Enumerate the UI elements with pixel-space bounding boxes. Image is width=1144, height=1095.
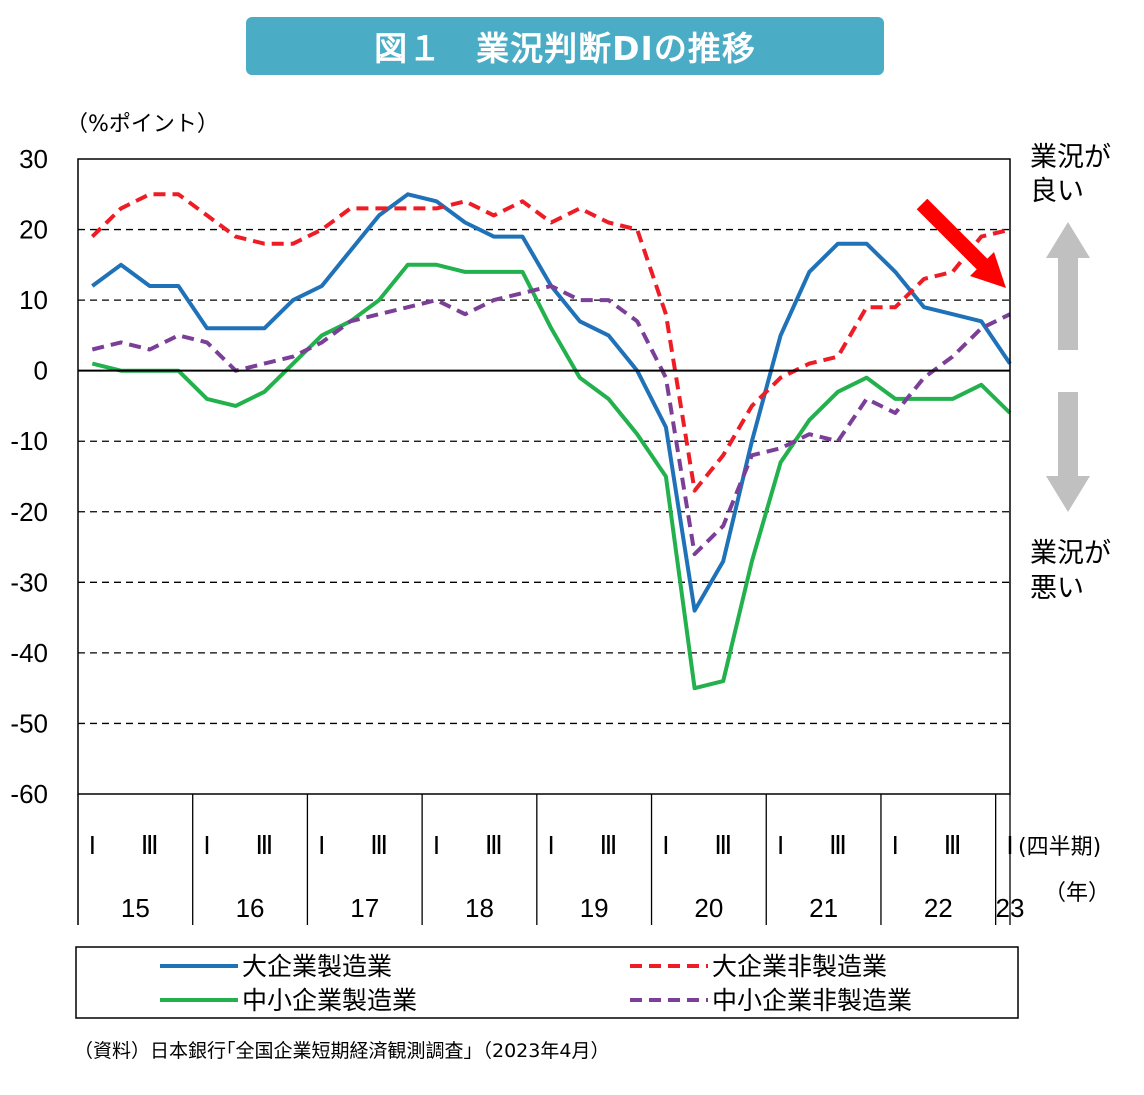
y-tick-label: 0 xyxy=(34,356,48,386)
good-label-2: 良い xyxy=(1030,176,1084,207)
quarter-tick-label: Ⅲ xyxy=(714,830,732,860)
y-tick-labels: 30 20 10 0 -10 -20 -30 -40 -50 -60 xyxy=(10,144,48,809)
year-tick-label: 18 xyxy=(465,893,494,923)
year-tick-label: 19 xyxy=(580,893,609,923)
y-tick-label: 10 xyxy=(19,285,48,315)
quarter-tick-label: I xyxy=(318,830,325,860)
quarter-tick-label: I xyxy=(777,830,784,860)
chart-title: 図１ 業況判断DIの推移 xyxy=(246,17,884,75)
bad-label-1: 業況が xyxy=(1030,538,1111,569)
y-axis-label: （%ポイント） xyxy=(66,112,219,137)
y-tick-label: -60 xyxy=(10,779,48,809)
y-tick-label: -30 xyxy=(10,567,48,597)
y-tick-label: -40 xyxy=(10,638,48,668)
series-line-1 xyxy=(90,192,1011,493)
quarter-tick-label: Ⅲ xyxy=(600,830,618,860)
x-axis: IⅢ15IⅢ16IⅢ17IⅢ18IⅢ19IⅢ20IⅢ21IⅢ22I23 xyxy=(77,794,1024,925)
legend-box xyxy=(75,946,1019,1019)
year-tick-label: 16 xyxy=(236,893,265,923)
up-arrow-icon xyxy=(1046,222,1090,350)
quarter-tick-label: Ⅲ xyxy=(485,830,503,860)
quarter-tick-label: I xyxy=(203,830,210,860)
source-note: （資料）日本銀行｢全国企業短期経済観測調査｣（2023年4月） xyxy=(74,1040,610,1062)
year-unit-label: （年） xyxy=(1044,881,1110,906)
series-lines xyxy=(90,192,1012,691)
y-tick-label: -10 xyxy=(10,426,48,456)
y-tick-label: 20 xyxy=(19,215,48,245)
legend-label: 大企業製造業 xyxy=(242,952,392,981)
legend-label: 大企業非製造業 xyxy=(712,952,887,981)
legend-label: 中小企業非製造業 xyxy=(712,986,912,1015)
quarter-tick-label: I xyxy=(433,830,440,860)
year-tick-label: 17 xyxy=(350,893,379,923)
quarter-tick-label: Ⅲ xyxy=(944,830,962,860)
quarter-tick-label: I xyxy=(89,830,96,860)
y-tick-label: 30 xyxy=(19,144,48,174)
plot-frame xyxy=(77,158,1011,795)
quarter-unit-label: (四半期) xyxy=(1018,835,1101,860)
quarter-tick-label: Ⅲ xyxy=(370,830,388,860)
year-tick-label: 22 xyxy=(924,893,953,923)
down-trend-arrow-icon xyxy=(916,198,1006,288)
good-label-1: 業況が xyxy=(1030,142,1111,173)
quarter-tick-label: Ⅲ xyxy=(141,830,159,860)
legend-label: 中小企業製造業 xyxy=(242,986,417,1015)
down-arrow-icon xyxy=(1046,392,1090,512)
gridlines xyxy=(78,228,1010,725)
quarter-tick-label: I xyxy=(548,830,555,860)
quarter-tick-label: Ⅲ xyxy=(829,830,847,860)
bad-label-2: 悪い xyxy=(1030,573,1084,604)
quarter-tick-label: I xyxy=(892,830,899,860)
year-tick-label: 21 xyxy=(809,893,838,923)
quarter-tick-label: I xyxy=(662,830,669,860)
quarter-tick-label: Ⅲ xyxy=(255,830,273,860)
year-tick-label: 15 xyxy=(121,893,150,923)
year-tick-label: 20 xyxy=(694,893,723,923)
y-tick-label: -50 xyxy=(10,708,48,738)
y-tick-label: -20 xyxy=(10,497,48,527)
